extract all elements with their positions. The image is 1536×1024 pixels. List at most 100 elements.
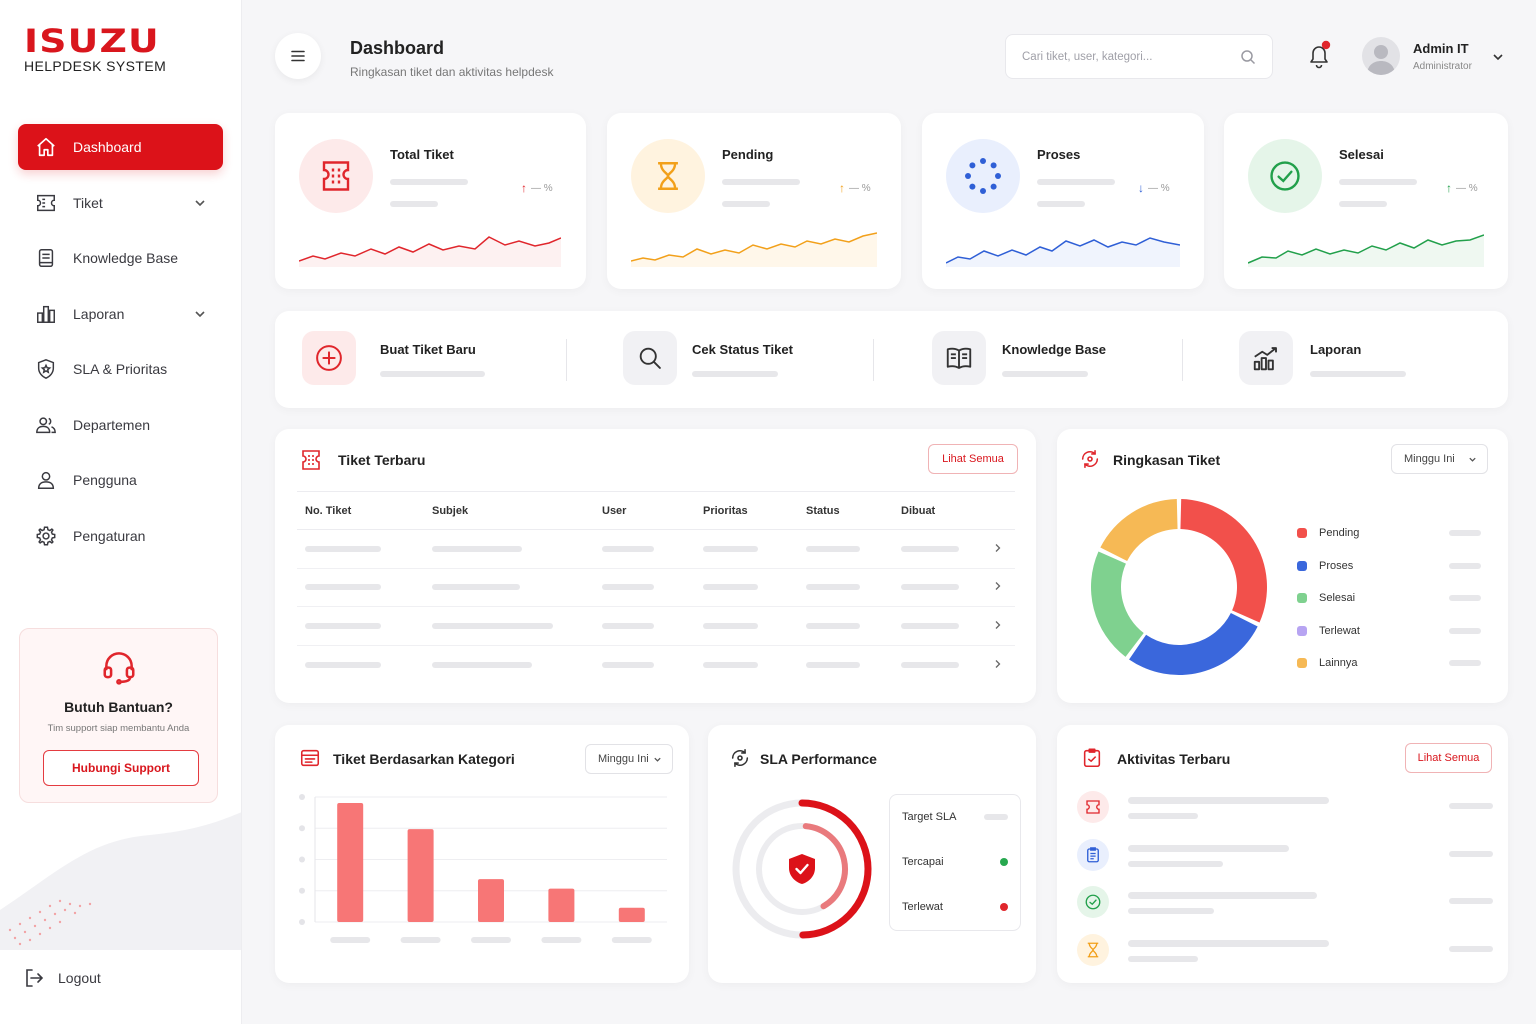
bar[interactable]: [407, 829, 434, 922]
table-cell: [985, 568, 1015, 607]
stat-card-proses[interactable]: Proses ↓ — %: [922, 113, 1204, 289]
donut-slice-selesai[interactable]: [1091, 551, 1144, 657]
view-all-tickets-button[interactable]: Lihat Semua: [928, 444, 1018, 474]
search-icon: [639, 347, 661, 369]
table-row[interactable]: [297, 645, 1015, 684]
sidebar-item-dashboard[interactable]: Dashboard: [18, 124, 223, 170]
sidebar-item-knowledge-base[interactable]: Knowledge Base: [18, 235, 223, 281]
gear-icon: [34, 524, 58, 548]
x-tick-placeholder: [330, 937, 371, 943]
activity-icon-bg: [1077, 886, 1109, 918]
legend-label: Selesai: [1319, 592, 1356, 605]
avatar[interactable]: [1362, 37, 1400, 75]
qa-desc-placeholder: [380, 371, 485, 377]
x-tick-placeholder: [541, 937, 582, 943]
activity-item[interactable]: [1077, 886, 1493, 922]
brand-logo: ISUZU: [24, 22, 160, 60]
divider: [1182, 339, 1183, 381]
bar[interactable]: [478, 879, 504, 922]
period-select[interactable]: Minggu Ini: [585, 744, 673, 774]
activity-item[interactable]: [1077, 839, 1493, 875]
divider: [873, 339, 874, 381]
card-title: Ringkasan Tiket: [1113, 452, 1221, 468]
menu-toggle-button[interactable]: [275, 33, 321, 79]
chevron-right-icon[interactable]: [993, 581, 1003, 591]
activity-time-placeholder: [1449, 898, 1493, 904]
bar[interactable]: [548, 888, 575, 922]
bar[interactable]: [337, 802, 364, 922]
stat-icon-bg: [946, 139, 1020, 213]
stat-card-total-tiket[interactable]: Total Tiket ↑ — %: [275, 113, 586, 289]
check-circle-icon: [1085, 894, 1101, 910]
recent-tickets-card: Tiket Terbaru Lihat Semua No. Tiket Subj…: [275, 429, 1036, 703]
table-cell: [297, 529, 424, 569]
quick-action-reports[interactable]: Laporan: [1239, 331, 1406, 385]
col-header[interactable]: Status: [798, 491, 893, 530]
activity-time-placeholder: [1449, 803, 1493, 809]
table-row[interactable]: [297, 568, 1015, 607]
col-header[interactable]: No. Tiket: [297, 491, 424, 530]
table-row[interactable]: [297, 606, 1015, 646]
logout-button[interactable]: Logout: [22, 966, 101, 990]
col-header[interactable]: Dibuat: [893, 491, 985, 530]
col-header-action: [985, 491, 1015, 530]
stat-delta-value: — %: [531, 182, 553, 194]
stat-icon-bg: [1248, 139, 1322, 213]
chevron-down-icon[interactable]: [1491, 50, 1505, 64]
chevron-right-icon[interactable]: [993, 659, 1003, 669]
legend-label: Pending: [1319, 527, 1360, 540]
sidebar-item-sla-prioritas[interactable]: SLA & Prioritas: [18, 346, 223, 392]
activity-time-placeholder: [1449, 946, 1493, 952]
notification-button[interactable]: [1303, 40, 1335, 77]
activity-item[interactable]: [1077, 791, 1493, 827]
sla-cycle-icon: [731, 748, 749, 768]
col-header[interactable]: Subjek: [424, 491, 594, 530]
donut-slice-lainnya[interactable]: [1100, 499, 1178, 562]
sidebar-item-tiket[interactable]: Tiket: [18, 180, 223, 226]
table-cell: [893, 568, 985, 607]
stat-card-pending[interactable]: Pending ↑ — %: [607, 113, 901, 289]
table-cell: [798, 568, 893, 607]
users-icon: [34, 413, 58, 437]
sidebar-item-pengguna[interactable]: Pengguna: [18, 457, 223, 503]
book-open-icon: [946, 347, 972, 369]
activity-item[interactable]: [1077, 934, 1493, 970]
refresh-chart-icon: [1081, 449, 1099, 469]
search-input[interactable]: [1022, 47, 1232, 67]
legend-item: Terlewat: [1297, 615, 1481, 648]
sparkline-total-tiket: [299, 236, 561, 267]
legend-swatch: [1297, 560, 1307, 571]
quick-action-check-status[interactable]: Cek Status Tiket: [623, 331, 793, 385]
quick-action-knowledge-base[interactable]: Knowledge Base: [932, 331, 1106, 385]
sidebar-item-label: SLA & Prioritas: [73, 361, 168, 377]
ticket-summary-card: Ringkasan Tiket Minggu Ini Pending Prose…: [1057, 429, 1508, 703]
search-icon[interactable]: [1240, 49, 1256, 65]
sparkline-proses: [946, 237, 1180, 267]
donut-slice-proses[interactable]: [1129, 612, 1258, 675]
sidebar-item-pengaturan[interactable]: Pengaturan: [18, 513, 223, 559]
user-name[interactable]: Admin IT: [1413, 41, 1469, 56]
period-select[interactable]: Minggu Ini: [1391, 444, 1488, 474]
sidebar-item-label: Pengguna: [73, 472, 137, 488]
col-header[interactable]: User: [594, 491, 695, 530]
bar[interactable]: [618, 907, 645, 922]
chevron-right-icon[interactable]: [993, 620, 1003, 630]
donut-slice-pending[interactable]: [1180, 499, 1267, 623]
sla-row-target: Target SLA: [902, 807, 1008, 827]
page-subtitle: Ringkasan tiket dan aktivitas helpdesk: [350, 65, 554, 79]
stat-label-placeholder: [722, 201, 770, 207]
legend-label: Terlewat: [1319, 624, 1360, 637]
sparkline-selesai: [1248, 234, 1484, 267]
chevron-right-icon[interactable]: [993, 543, 1003, 553]
legend-value-placeholder: [1449, 595, 1481, 602]
qa-label: Laporan: [1310, 342, 1362, 357]
table-cell: [594, 529, 695, 569]
table-row[interactable]: [297, 529, 1015, 569]
col-header[interactable]: Prioritas: [695, 491, 798, 530]
view-all-activity-button[interactable]: Lihat Semua: [1405, 743, 1492, 773]
contact-support-button[interactable]: Hubungi Support: [43, 750, 199, 786]
stat-card-selesai[interactable]: Selesai ↑ — %: [1224, 113, 1508, 289]
sidebar-item-departemen[interactable]: Departemen: [18, 402, 223, 448]
quick-action-create-ticket[interactable]: Buat Tiket Baru: [302, 331, 485, 385]
sidebar-item-laporan[interactable]: Laporan: [18, 291, 223, 337]
